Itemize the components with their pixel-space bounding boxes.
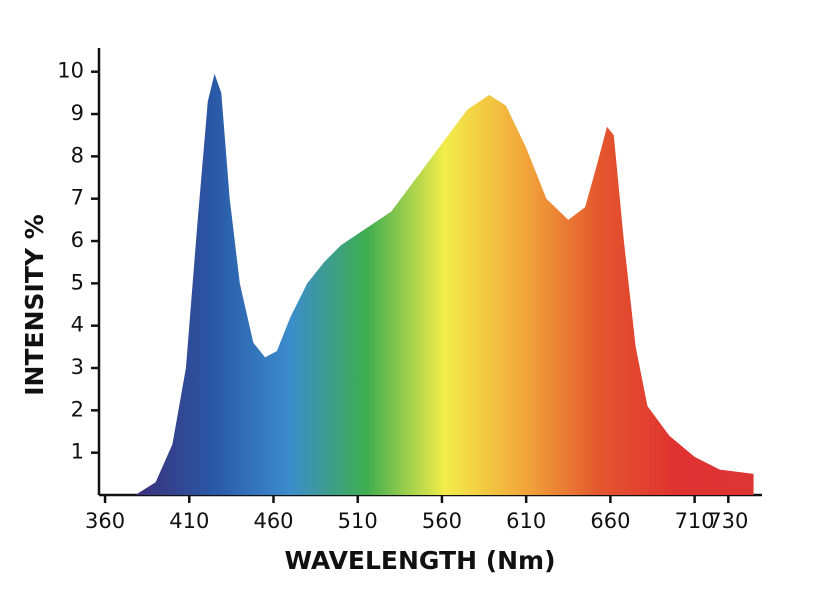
x-tick-label: 660 bbox=[590, 509, 630, 533]
y-tick-label: 9 bbox=[71, 101, 84, 125]
spectrum-area bbox=[135, 73, 754, 496]
x-tick-label: 460 bbox=[253, 509, 293, 533]
y-tick-label: 4 bbox=[71, 313, 84, 337]
x-tick-label: 610 bbox=[506, 509, 546, 533]
y-tick-label: 3 bbox=[71, 355, 84, 379]
x-tick-label: 710 bbox=[675, 509, 715, 533]
y-tick-label: 5 bbox=[71, 270, 84, 294]
x-tick-label: 510 bbox=[338, 509, 378, 533]
y-tick-label: 1 bbox=[71, 440, 84, 464]
x-tick-label: 560 bbox=[422, 509, 462, 533]
y-axis-label: INTENSITY % bbox=[20, 214, 49, 396]
y-tick-label: 6 bbox=[71, 228, 84, 252]
x-tick-label: 410 bbox=[169, 509, 209, 533]
x-tick-label: 360 bbox=[85, 509, 125, 533]
y-tick-label: 10 bbox=[57, 59, 84, 83]
y-tick-label: 8 bbox=[71, 143, 84, 167]
x-axis-label: WAVELENGTH (Nm) bbox=[284, 546, 555, 575]
x-tick-label: 730 bbox=[708, 509, 748, 533]
y-tick-label: 7 bbox=[71, 186, 84, 210]
y-tick-label: 2 bbox=[71, 397, 84, 421]
